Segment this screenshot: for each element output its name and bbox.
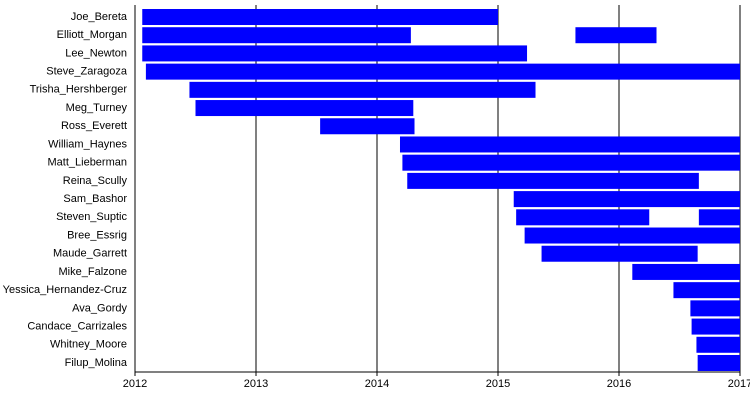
row-label: Matt_Lieberman (48, 157, 128, 169)
x-tick-label: 2017 (728, 378, 750, 390)
x-tick-label: 2016 (607, 378, 631, 390)
bar (142, 45, 528, 62)
row-label: Yessica_Hernandez-Cruz (3, 284, 127, 296)
row-label: Reina_Scully (63, 175, 128, 187)
bar (632, 263, 740, 280)
bar (691, 318, 740, 335)
row-label: Trisha_Hershberger (30, 84, 128, 96)
row-label: Lee_Newton (65, 47, 127, 59)
row-label: Bree_Essrig (67, 229, 127, 241)
row-label: Ava_Gordy (72, 302, 127, 314)
row-label: Ross_Everett (61, 120, 127, 132)
bar (541, 245, 698, 262)
row-label: Whitney_Moore (50, 339, 127, 351)
row-label: Steven_Suptic (56, 211, 127, 223)
bar (516, 209, 650, 226)
row-label: Meg_Turney (66, 102, 128, 114)
bar (575, 27, 657, 44)
row-label: Candace_Carrizales (27, 320, 127, 332)
row-label: Maude_Garrett (53, 248, 127, 260)
row-label: Joe_Bereta (71, 11, 128, 23)
row-label: Filup_Molina (65, 357, 128, 369)
bar (142, 27, 411, 44)
bar (524, 227, 740, 244)
bar (690, 300, 740, 317)
bar (673, 282, 740, 299)
row-label: William_Haynes (48, 138, 127, 150)
bar (407, 172, 699, 189)
bar (142, 9, 498, 25)
row-label: Mike_Falzone (59, 266, 127, 278)
bar (320, 118, 415, 135)
bar (189, 81, 536, 98)
x-tick-label: 2012 (123, 378, 147, 390)
bar (697, 354, 740, 371)
row-label: Sam_Bashor (63, 193, 127, 205)
x-tick-label: 2015 (486, 378, 510, 390)
bar (402, 154, 740, 171)
bar (698, 209, 740, 226)
x-tick-label: 2013 (244, 378, 268, 390)
bar (145, 63, 740, 80)
x-tick-label: 2014 (365, 378, 389, 390)
bar (696, 336, 740, 353)
bar (513, 191, 740, 208)
bar (399, 136, 740, 153)
row-label: Steve_Zaragoza (46, 66, 128, 78)
bar (195, 100, 414, 117)
row-label: Elliott_Morgan (57, 29, 127, 41)
